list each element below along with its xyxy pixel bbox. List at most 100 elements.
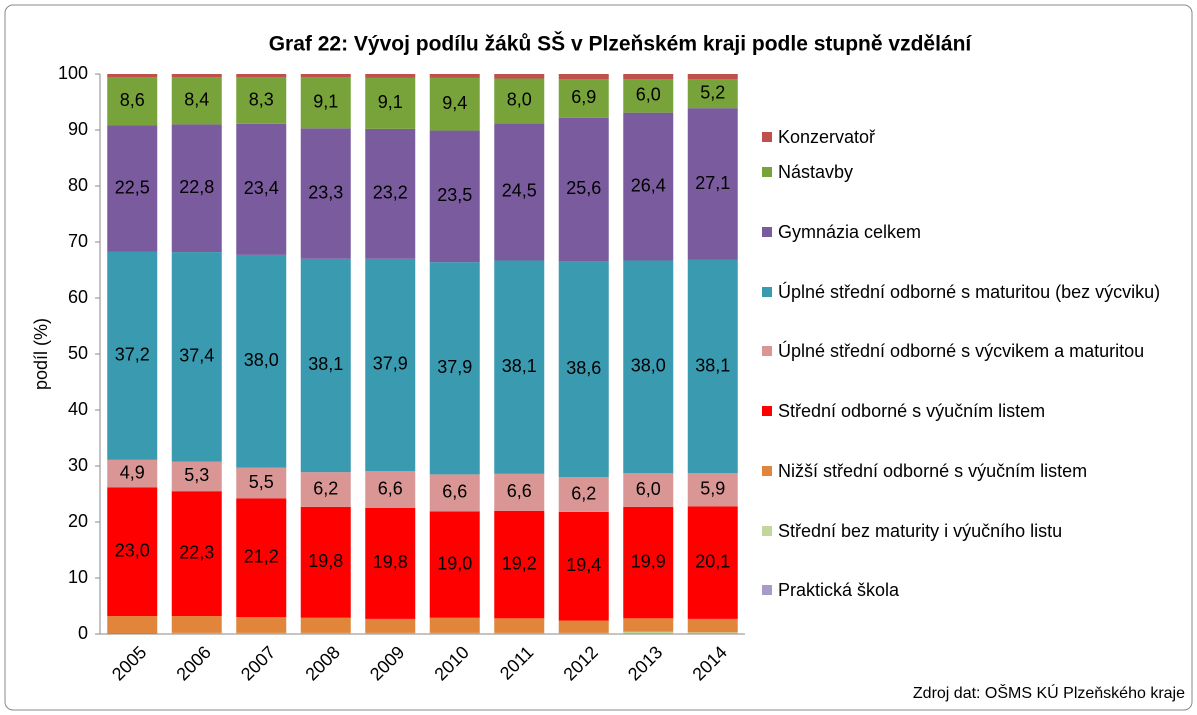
bar-segment <box>623 112 674 261</box>
bar-segment <box>558 261 609 478</box>
bar-segment <box>300 74 351 78</box>
bar-segment <box>300 632 351 634</box>
bar-segment <box>429 77 480 131</box>
data-label: 37,2 <box>115 344 150 364</box>
data-label: 38,6 <box>566 358 601 378</box>
data-label: 6,2 <box>571 483 596 503</box>
bar-segment <box>171 632 222 634</box>
bar-segment <box>365 258 416 472</box>
bar-segment <box>171 491 222 617</box>
bar-segment <box>171 616 222 633</box>
y-tick-label: 80 <box>68 175 88 195</box>
bar-segment <box>494 473 545 511</box>
data-label: 5,2 <box>700 82 725 102</box>
data-label: 9,1 <box>378 92 403 112</box>
y-tick-label: 20 <box>68 511 88 531</box>
chart-title: Graf 22: Vývoj podílu žáků SŠ v Plzeňské… <box>269 32 973 56</box>
bar-segment <box>300 617 351 633</box>
bar-segment <box>558 117 609 262</box>
bar-segment <box>107 487 158 617</box>
data-label: 5,3 <box>184 465 209 485</box>
y-tick-label: 50 <box>68 343 88 363</box>
bar-segment <box>623 74 674 80</box>
data-label: 27,1 <box>695 173 730 193</box>
data-label: 6,6 <box>378 478 403 498</box>
data-label: 6,6 <box>442 482 467 502</box>
bar-segment <box>171 74 222 78</box>
bar-segment <box>300 472 351 507</box>
y-tick-label: 10 <box>68 567 88 587</box>
legend-swatch <box>762 167 772 177</box>
bar-segment <box>365 471 416 508</box>
legend-swatch <box>762 525 772 536</box>
bar-segment <box>494 260 545 474</box>
legend-label: Úplné střední odborné s maturitou (bez v… <box>778 281 1161 302</box>
legend-swatch <box>762 406 772 416</box>
bar-segment <box>494 618 545 633</box>
bar-segment <box>429 130 480 263</box>
bar-segment <box>107 251 158 460</box>
bar-segment <box>365 74 416 78</box>
data-label: 20,1 <box>695 551 730 571</box>
data-label: 19,8 <box>373 552 408 572</box>
data-label: 8,0 <box>507 90 532 110</box>
data-label: 8,3 <box>249 89 274 109</box>
data-label: 22,8 <box>179 177 214 197</box>
bar-segment <box>623 618 674 632</box>
bar-segment <box>558 477 609 512</box>
bar-segment <box>429 74 480 78</box>
data-label: 5,9 <box>700 479 725 499</box>
bar-segment <box>107 616 158 634</box>
bar-segment <box>236 123 287 255</box>
bar-segment <box>236 77 287 124</box>
bar-segment <box>236 617 287 633</box>
data-label: 6,0 <box>636 85 661 105</box>
bar-segment <box>107 125 158 252</box>
bar-segment <box>687 632 738 634</box>
data-label: 23,2 <box>373 183 408 203</box>
bar-segment <box>494 632 545 634</box>
legend-item: Nástavby <box>762 160 1192 184</box>
bar-segment <box>429 474 480 512</box>
legend-label: Střední bez maturity i výučního listu <box>778 520 1063 541</box>
bar-segment <box>236 74 287 78</box>
bar-segment <box>171 124 222 253</box>
legend-swatch <box>762 286 772 297</box>
data-label: 6,9 <box>571 87 596 107</box>
legend-label: Nástavby <box>778 162 854 182</box>
bar-segment <box>429 511 480 618</box>
legend-item: Praktická škola <box>762 578 1192 602</box>
bar-segment <box>429 632 480 634</box>
bar-segment <box>300 128 351 259</box>
bar-segment <box>558 74 609 80</box>
bar-segment <box>429 262 480 475</box>
data-label: 37,9 <box>373 354 408 374</box>
bar-segment <box>687 618 738 633</box>
bar-segment <box>171 461 222 492</box>
bar-segment <box>171 77 222 125</box>
data-label: 38,1 <box>308 354 343 374</box>
bar-segment <box>623 260 674 474</box>
bar-segment <box>236 254 287 468</box>
bar-segment <box>558 620 609 633</box>
bar-segment <box>687 473 738 507</box>
bar-segment <box>623 473 674 507</box>
bar-segment <box>687 74 738 80</box>
data-label: 38,0 <box>244 350 279 370</box>
y-tick-label: 90 <box>68 119 88 139</box>
bar-segment <box>687 506 738 619</box>
data-label: 4,9 <box>120 462 145 482</box>
source-note: Zdroj dat: OŠMS KÚ Plzeňského kraje <box>913 683 1185 702</box>
bar-segment <box>429 617 480 633</box>
data-label: 6,0 <box>636 479 661 499</box>
y-tick-label: 0 <box>78 623 88 643</box>
legend-swatch <box>762 585 772 596</box>
data-label: 19,8 <box>308 551 343 571</box>
data-label: 23,3 <box>308 182 343 202</box>
bar-segment <box>107 74 158 78</box>
y-tick-label: 60 <box>68 287 88 307</box>
bar-segment <box>494 78 545 124</box>
data-label: 21,2 <box>244 547 279 567</box>
